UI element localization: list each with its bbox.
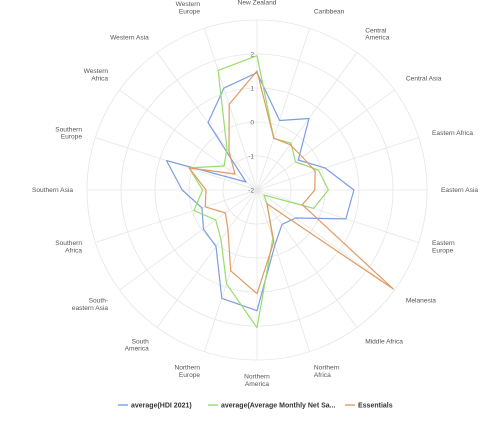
grid-spoke: [256, 28, 310, 191]
axis-label: Eastern Africa: [432, 130, 473, 137]
axis-label-line: Europe: [179, 9, 201, 16]
axis-label-line: Northern: [314, 364, 340, 371]
axis-label-line: Eastern Africa: [432, 130, 473, 137]
axis-label-line: Melanesia: [406, 298, 436, 305]
axis-label: Western Europe: [176, 1, 201, 15]
axis-label-line: Central Asia: [406, 75, 442, 82]
axis-label-line: Eastern Asia: [441, 187, 478, 194]
axis-label: Northern America: [244, 373, 270, 387]
grid-spoke: [156, 52, 258, 191]
radial-tick-label: 0: [250, 119, 254, 126]
series-line-1[interactable]: [165, 72, 355, 312]
axis-label-line: South: [132, 338, 150, 345]
axis-label-line: America: [365, 35, 390, 42]
axis-label: Southern Europe: [55, 126, 82, 140]
axis-label-line: America: [125, 346, 150, 353]
axis-label: Eastern Europe: [432, 240, 455, 254]
axis-label-line: Europe: [179, 372, 201, 379]
axis-label-line: eastern Asia: [72, 305, 109, 312]
axis-label-line: Europe: [432, 247, 454, 254]
radar-series-layer: [165, 55, 394, 329]
axis-label-line: Europe: [61, 134, 83, 141]
grid-spoke: [256, 189, 419, 243]
axis-label: South America: [125, 338, 150, 352]
radial-tick-label: -1: [248, 153, 254, 160]
axis-label-line: Southern: [55, 126, 82, 133]
series-line-3[interactable]: [188, 70, 394, 295]
axis-label-line: Africa: [91, 75, 108, 82]
axis-label-line: Central: [365, 27, 387, 34]
radar-axis-labels: Australia,New ZealandCaribbeanCentralAme…: [32, 0, 478, 388]
grid-spoke: [256, 89, 395, 191]
axis-label: Australia,New Zealand: [238, 0, 277, 7]
axis-label: Melanesia: [406, 298, 436, 305]
legend-label: average(Average Monthly Net Sa...: [221, 402, 336, 409]
axis-label-line: Africa: [65, 247, 82, 254]
grid-spoke: [204, 28, 258, 191]
axis-label: Central America: [365, 27, 390, 41]
axis-label-line: America: [245, 381, 270, 388]
series-line-2[interactable]: [188, 55, 329, 329]
grid-spoke: [119, 89, 258, 191]
legend-item-1[interactable]: average(HDI 2021): [118, 402, 192, 409]
axis-label-line: Western: [84, 68, 109, 75]
radial-tick-label: 2: [250, 51, 254, 58]
axis-label: Southern Africa: [55, 240, 82, 254]
axis-label-line: Southern Asia: [32, 187, 73, 194]
axis-label: Northern Europe: [174, 364, 200, 378]
axis-label: Western Asia: [110, 35, 149, 42]
axis-label: Middle Africa: [365, 338, 403, 345]
radar-tick-labels: -2 -1 0 1 2: [248, 51, 254, 194]
axis-label-line: Africa: [314, 372, 331, 379]
axis-label: Eastern Asia: [441, 187, 478, 194]
grid-spoke: [156, 189, 258, 328]
axis-label: Central Asia: [406, 75, 442, 82]
legend-label: average(HDI 2021): [131, 402, 192, 409]
grid-spoke: [256, 189, 310, 352]
radial-tick-label: -2: [248, 187, 254, 194]
axis-label-line: Southern: [55, 240, 82, 247]
axis-label: South-eastern Asia: [72, 298, 109, 312]
grid-spoke: [256, 137, 419, 191]
axis-label: Northern Africa: [314, 364, 340, 378]
axis-label-line: Eastern: [432, 240, 455, 247]
axis-label: Southern Asia: [32, 187, 73, 194]
axis-label-line: South-: [89, 298, 108, 305]
legend-item-3[interactable]: Essentials: [345, 402, 393, 409]
grid-spoke: [256, 52, 358, 191]
grid-spoke: [256, 189, 358, 328]
legend-item-2[interactable]: average(Average Monthly Net Sa...: [208, 402, 336, 409]
legend-label: Essentials: [358, 402, 393, 409]
radial-tick-label: 1: [250, 85, 254, 92]
grid-spoke: [256, 189, 395, 291]
axis-label-line: Middle Africa: [365, 338, 403, 345]
grid-spoke: [119, 189, 258, 291]
axis-label-line: Western: [176, 1, 201, 8]
grid-spoke: [95, 189, 258, 243]
axis-label-line: Northern: [174, 364, 200, 371]
axis-label-line: Caribbean: [314, 9, 345, 16]
axis-label-line: Western Asia: [110, 35, 149, 42]
axis-label: Western Africa: [84, 68, 109, 82]
axis-label: Caribbean: [314, 9, 345, 16]
axis-label-line: Northern: [244, 373, 270, 380]
axis-label-line: New Zealand: [238, 0, 277, 7]
chart-legend: average(HDI 2021) average(Average Monthly…: [118, 402, 393, 409]
